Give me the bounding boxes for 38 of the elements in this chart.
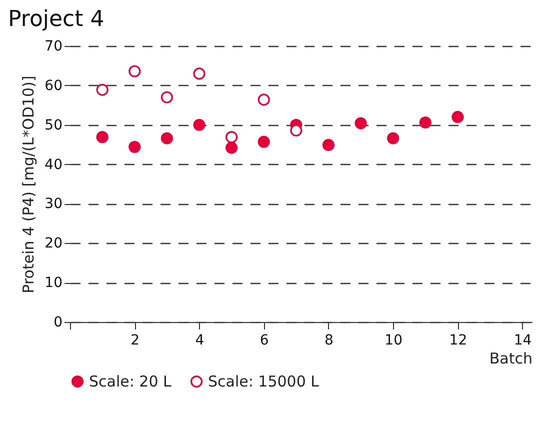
x-tick-label: 10 [384,332,402,348]
point [160,91,173,104]
point [258,94,270,106]
point [290,124,302,136]
point [225,131,238,144]
x-tick-label: 14 [514,332,532,348]
x-axis-title: Batch [489,350,532,368]
y-tick-label: 20 [44,236,62,252]
legend-label: Scale: 15000 L [208,372,320,391]
legend-label: Scale: 20 L [89,372,172,391]
point [128,65,141,78]
point [96,131,108,144]
point [225,142,238,154]
y-tick-label: 30 [44,196,62,212]
y-tick-label: 70 [44,38,62,54]
y-tick-label: 0 [54,314,62,330]
y-tick-label: 50 [44,117,62,134]
point [193,118,206,131]
chart-title: Project 4 [8,7,104,32]
y-tick-label: 60 [44,78,62,94]
point [419,116,432,129]
point [193,68,206,80]
point [258,136,270,148]
x-tick-label: 6 [260,332,269,348]
point [96,84,108,96]
point [128,140,141,153]
y-tick-label: 10 [44,275,62,292]
x-tick-label: 12 [449,332,468,348]
x-tick-label: 8 [324,332,334,348]
point [387,132,400,144]
y-axis-title: Protein 4 (P4) [mg/(L*OD10)] [20,76,38,294]
x-tick-label: 4 [195,332,204,348]
point [452,110,464,124]
point [354,117,367,130]
x-tick-label: 2 [130,332,140,348]
point [160,132,173,144]
point [322,138,335,151]
y-tick-label: 40 [44,156,62,173]
